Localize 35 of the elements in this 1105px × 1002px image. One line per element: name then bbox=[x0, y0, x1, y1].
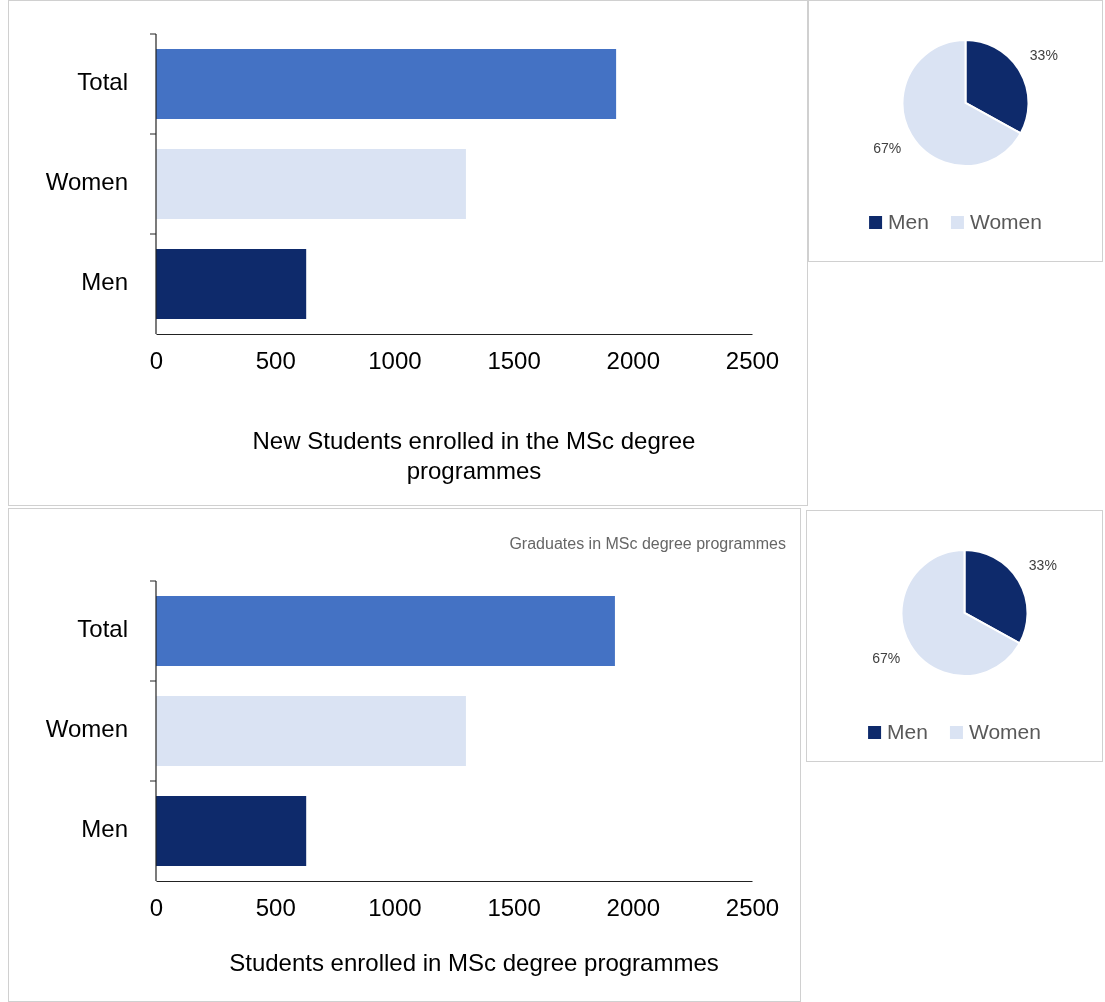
x-axis-title: Students enrolled in MSc degree programmes bbox=[229, 949, 719, 976]
x-tick-label: 0 bbox=[149, 347, 164, 375]
bar bbox=[156, 696, 466, 766]
legend-label: Men bbox=[888, 209, 929, 233]
bar bbox=[156, 249, 307, 319]
x-tick-label: 1500 bbox=[487, 347, 541, 375]
data-label: 67% bbox=[873, 140, 902, 157]
y-tick-label: Men bbox=[81, 815, 128, 843]
data-label: 33% bbox=[1028, 557, 1057, 574]
legend-label: Women bbox=[969, 209, 1042, 233]
x-tick-label: 2500 bbox=[725, 347, 780, 375]
legend-label: Women bbox=[968, 719, 1041, 743]
x-tick-label: 0 bbox=[149, 894, 164, 922]
legend-label: Men bbox=[887, 719, 928, 743]
x-axis-title: New Students enrolled in the MSc degree programmes bbox=[252, 427, 696, 484]
bar bbox=[156, 149, 466, 219]
y-tick-label: Women bbox=[45, 168, 128, 196]
x-tick-label: 2000 bbox=[606, 894, 660, 922]
y-tick-label: Men bbox=[81, 268, 128, 296]
x-tick-label: 500 bbox=[255, 347, 296, 375]
chart-title: Graduates in MSc degree programmes bbox=[509, 535, 786, 552]
x-tick-label: 1500 bbox=[487, 894, 541, 922]
x-tick-label: 1000 bbox=[368, 894, 422, 922]
data-label: 67% bbox=[872, 650, 901, 667]
bar bbox=[156, 796, 307, 866]
x-tick-label: 1000 bbox=[368, 347, 422, 375]
bar bbox=[156, 49, 617, 119]
y-tick-label: Total bbox=[77, 615, 128, 643]
y-tick-label: Total bbox=[77, 68, 128, 96]
x-tick-label: 2500 bbox=[725, 894, 780, 922]
x-tick-label: 2000 bbox=[606, 347, 660, 375]
bar bbox=[156, 596, 615, 666]
y-tick-label: Women bbox=[45, 715, 128, 743]
x-tick-label: 500 bbox=[255, 894, 296, 922]
data-label: 33% bbox=[1029, 47, 1058, 64]
